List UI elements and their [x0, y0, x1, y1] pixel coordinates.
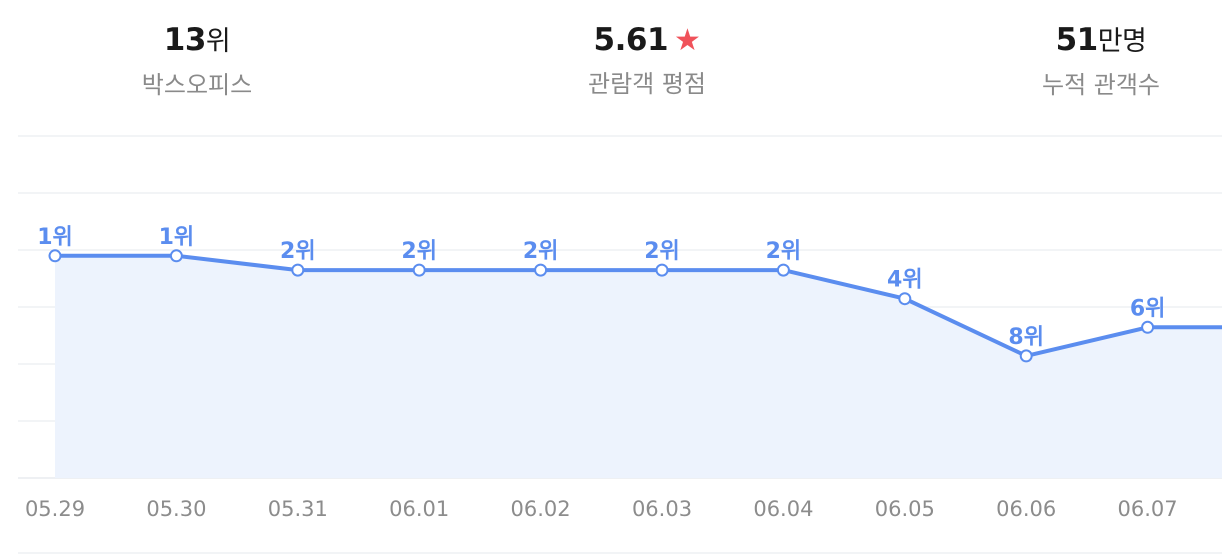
- rank-label: 2위: [401, 239, 437, 264]
- x-tick-label: 06.07: [1118, 497, 1178, 521]
- box-office-unit: 위: [205, 26, 231, 57]
- data-point[interactable]: [1019, 349, 1033, 363]
- chart-x-ticks: 05.29 05.30 05.31 06.01 06.02 06.03 06.04 06.05…: [25, 497, 1178, 521]
- audience-number: 51: [1055, 22, 1099, 58]
- x-tick-label: 05.29: [25, 497, 85, 521]
- data-point[interactable]: [776, 263, 790, 277]
- audience-stat: 51만명 누적 관객수: [951, 20, 1222, 106]
- data-point[interactable]: [898, 292, 912, 306]
- rank-label: 1위: [37, 225, 73, 250]
- rank-label: 2위: [766, 239, 802, 264]
- x-tick-label: 05.30: [146, 497, 206, 521]
- data-point[interactable]: [48, 249, 62, 263]
- rank-label: 2위: [523, 239, 559, 264]
- data-point[interactable]: [169, 249, 183, 263]
- rank-label: 2위: [280, 239, 316, 264]
- box-office-stat: 13위 박스오피스: [47, 20, 347, 106]
- rating-number: 5.61: [593, 22, 669, 58]
- audience-label: 누적 관객수: [1041, 71, 1161, 99]
- box-office-label: 박스오피스: [141, 71, 253, 99]
- rank-label: 6위: [1130, 296, 1166, 321]
- chart-rank-labels: 1위 1위 2위 2위 2위 2위 2위 4위 8위 6위: [37, 225, 1165, 350]
- x-tick-label: 06.05: [875, 497, 935, 521]
- x-tick-label: 06.06: [996, 497, 1056, 521]
- rating-label: 관람객 평점: [587, 70, 707, 98]
- audience-unit: 만명: [1097, 26, 1147, 57]
- audience-value: 51만명: [951, 20, 1222, 62]
- rank-label: 2위: [644, 239, 680, 264]
- x-tick-label: 06.01: [389, 497, 449, 521]
- data-point[interactable]: [1141, 320, 1155, 334]
- x-tick-label: 05.31: [268, 497, 328, 521]
- box-office-number: 13: [163, 22, 207, 58]
- rank-label: 8위: [1008, 325, 1044, 350]
- data-point[interactable]: [412, 263, 426, 277]
- chart-points: [48, 249, 1155, 363]
- box-office-value: 13위: [47, 20, 347, 62]
- rank-label: 1위: [159, 225, 195, 250]
- x-tick-label: 06.02: [511, 497, 571, 521]
- rating-stat: 5.61 ★ 관람객 평점: [497, 20, 797, 105]
- x-tick-label: 06.04: [753, 497, 813, 521]
- rank-label: 4위: [887, 268, 923, 293]
- data-point[interactable]: [291, 263, 305, 277]
- data-point[interactable]: [655, 263, 669, 277]
- chart-area: [55, 255, 1222, 478]
- area-fill: [55, 255, 1222, 478]
- summary-stats: 13위 박스오피스 5.61 ★ 관람객 평점 51만명 누적 관객수: [0, 0, 1222, 110]
- rating-value: 5.61 ★: [497, 20, 797, 61]
- x-tick-label: 06.03: [632, 497, 692, 521]
- star-icon: ★: [674, 23, 701, 58]
- data-point[interactable]: [534, 263, 548, 277]
